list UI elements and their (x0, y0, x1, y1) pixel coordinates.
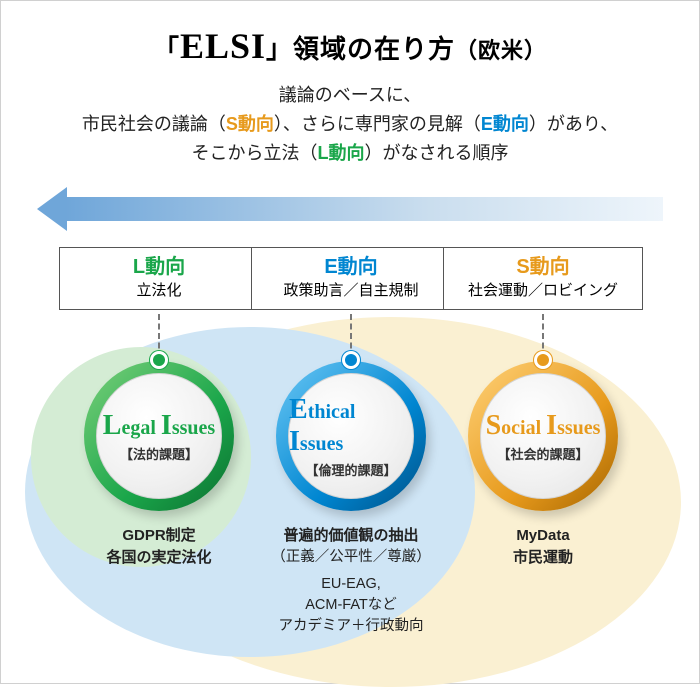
caption-S: MyData 市民運動 (433, 525, 653, 569)
medal-S: Social Issues 【社会的課題】 (468, 361, 618, 511)
medal-S-inner: Social Issues 【社会的課題】 (480, 373, 606, 499)
lead-text: 議論のベースに、 市民社会の議論（S動向）、さらに専門家の見解（E動向）があり、… (1, 81, 699, 167)
medal-L: Legal Issues 【法的課題】 (84, 361, 234, 511)
box-L-head: L動向 (68, 254, 250, 281)
lead-e: E動向 (481, 114, 529, 134)
medal-L-sub: 【法的課題】 (120, 444, 198, 463)
connector-S (542, 314, 544, 358)
medal-E-sub: 【倫理的課題】 (305, 460, 396, 479)
box-S-head: S動向 (452, 254, 634, 281)
lead-s: S動向 (226, 114, 274, 134)
caption-E: 普遍的価値観の抽出 （正義／公平性／尊厳） EU-EAG, ACM-FATなど … (241, 525, 461, 637)
medal-L-inner: Legal Issues 【法的課題】 (96, 373, 222, 499)
col-E: E動向 政策助言／自主規制 (251, 247, 451, 366)
col-S: S動向 社会運動／ロビイング (443, 247, 643, 366)
box-S-sub: 社会運動／ロビイング (452, 281, 634, 301)
lead-line2: 市民社会の議論（S動向）、さらに専門家の見解（E動向）があり、 (1, 110, 699, 139)
title-elsi: ELSI (180, 26, 266, 66)
caption-L: GDPR制定 各国の実定法化 (49, 525, 269, 569)
title-bracket-open: 「 (153, 35, 180, 64)
box-L: L動向 立法化 (59, 247, 259, 310)
box-E: E動向 政策助言／自主規制 (251, 247, 451, 310)
medal-E: Ethical Issues 【倫理的課題】 (276, 361, 426, 511)
medal-E-inner: Ethical Issues 【倫理的課題】 (288, 373, 414, 499)
lead-line3: そこから立法（L動向）がなされる順序 (1, 139, 699, 168)
flow-arrow (37, 187, 663, 231)
connector-E (350, 314, 352, 358)
lead-line1: 議論のベースに、 (1, 81, 699, 110)
title-paren: （欧米） (455, 38, 547, 63)
box-S: S動向 社会運動／ロビイング (443, 247, 643, 310)
lead-l: L動向 (318, 143, 365, 163)
medal-S-sub: 【社会的課題】 (497, 444, 588, 463)
medal-E-title: Ethical Issues (289, 394, 413, 458)
page-title: 「ELSI」領域の在り方（欧米） (1, 1, 699, 67)
connector-L (158, 314, 160, 358)
title-bracket-close: 」 (266, 35, 293, 64)
medal-S-title: Social Issues (486, 410, 601, 442)
arrow-head-icon (37, 187, 67, 231)
col-L: L動向 立法化 (59, 247, 259, 366)
box-E-head: E動向 (260, 254, 442, 281)
box-E-sub: 政策助言／自主規制 (260, 281, 442, 301)
title-rest: 領域の在り方 (293, 34, 455, 64)
box-L-sub: 立法化 (68, 281, 250, 301)
arrow-bar (65, 197, 663, 221)
diagram-canvas: { "title": { "prefix_bracket": "「", "els… (0, 0, 700, 684)
medal-L-title: Legal Issues (103, 410, 215, 442)
